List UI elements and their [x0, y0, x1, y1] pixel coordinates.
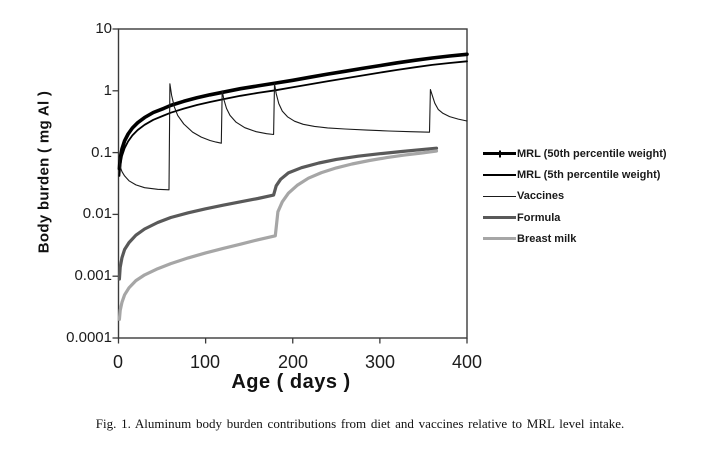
y-axis-title: Body burden ( mg Al )	[35, 90, 53, 254]
series-mrl-50	[117, 52, 469, 171]
legend-line-vaccines	[483, 195, 516, 197]
legend-item-vaccines: Vaccines	[483, 186, 667, 207]
series-breast-milk	[117, 149, 439, 321]
y-tick-label-0-01: 0.01	[82, 205, 112, 222]
legend-item-mrl-50: MRL (50th percentile weight)	[483, 143, 667, 164]
legend-line-breast-milk	[483, 237, 516, 241]
x-tick-label-300: 300	[364, 352, 396, 372]
y-tick-label-10: 10	[95, 20, 112, 37]
legend-label-formula: Formula	[517, 211, 561, 224]
series-formula	[117, 146, 439, 281]
x-tick-label-400: 400	[451, 352, 483, 372]
y-tick-label-0-001: 0.001	[74, 267, 112, 284]
legend-item-mrl-5: MRL (5th percentile weight)	[483, 164, 667, 185]
legend-line-formula	[483, 215, 516, 220]
legend-item-breast-milk: Breast milk	[483, 228, 667, 249]
legend-item-formula: Formula	[483, 207, 667, 228]
legend-line-mrl-5	[483, 174, 516, 176]
legend: MRL (50th percentile weight) MRL (5th pe…	[483, 143, 667, 249]
y-tick-label-0-1: 0.1	[91, 144, 112, 161]
legend-label-vaccines: Vaccines	[517, 190, 565, 203]
legend-label-mrl-5: MRL (5th percentile weight)	[517, 168, 661, 181]
x-tick-label-100: 100	[189, 352, 221, 372]
figure-caption: Fig. 1. Aluminum body burden contributio…	[95, 416, 625, 431]
legend-line-mrl-50	[483, 150, 516, 158]
legend-label-breast-milk: Breast milk	[517, 232, 577, 245]
series-vaccines	[118, 83, 468, 191]
legend-marker-tick	[498, 150, 501, 158]
y-tick-label-1: 1	[103, 82, 112, 99]
chart-canvas	[112, 28, 469, 344]
plot-frame	[117, 28, 468, 339]
x-tick-label-200: 200	[277, 352, 309, 372]
series-mrl-5	[118, 60, 468, 177]
y-tick-label-0-0001: 0.0001	[66, 329, 112, 346]
x-axis-title: Age ( days )	[231, 371, 351, 393]
x-tick-label-0: 0	[112, 352, 124, 372]
legend-label-mrl-50: MRL (50th percentile weight)	[517, 147, 667, 160]
